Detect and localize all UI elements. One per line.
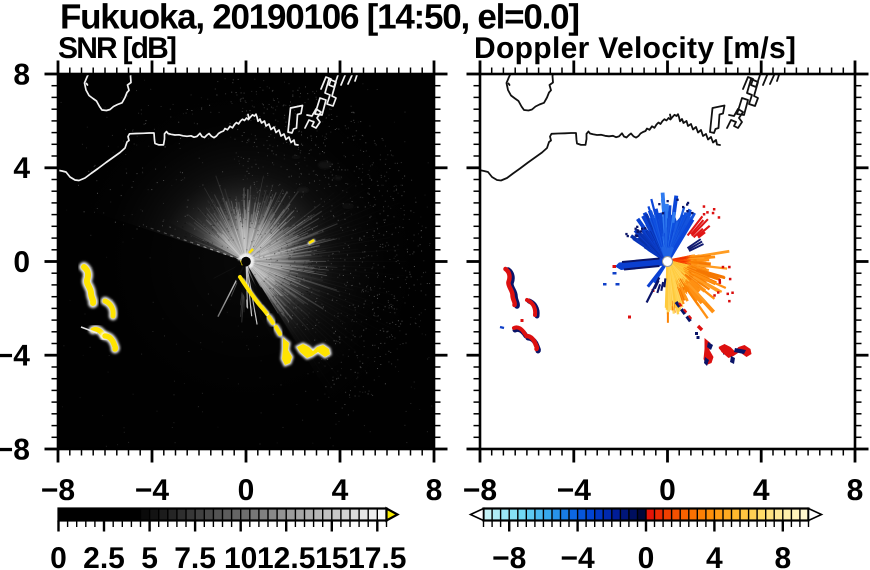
svg-text:0: 0 xyxy=(659,474,676,507)
svg-text:0: 0 xyxy=(50,542,67,570)
svg-text:−8: −8 xyxy=(41,474,75,507)
svg-text:7.5: 7.5 xyxy=(174,542,216,570)
svg-text:4: 4 xyxy=(753,474,770,507)
svg-text:4: 4 xyxy=(332,474,349,507)
svg-text:0: 0 xyxy=(238,474,255,507)
svg-text:10: 10 xyxy=(224,542,257,570)
svg-text:−8: −8 xyxy=(492,542,526,570)
svg-text:8: 8 xyxy=(426,474,443,507)
svg-text:−4: −4 xyxy=(560,542,595,570)
svg-text:2.5: 2.5 xyxy=(83,542,125,570)
svg-text:12.5: 12.5 xyxy=(257,542,315,570)
svg-text:15: 15 xyxy=(315,542,348,570)
svg-text:0: 0 xyxy=(638,542,655,570)
svg-text:4: 4 xyxy=(706,542,723,570)
svg-text:−4: −4 xyxy=(135,474,170,507)
svg-text:5: 5 xyxy=(141,542,158,570)
svg-text:Fukuoka, 20190106 [14:50, el=0: Fukuoka, 20190106 [14:50, el=0.0] xyxy=(60,0,580,37)
svg-text:17.5: 17.5 xyxy=(348,542,406,570)
svg-text:−4: −4 xyxy=(557,474,592,507)
svg-text:0: 0 xyxy=(13,246,30,279)
svg-text:8: 8 xyxy=(13,58,30,91)
svg-text:−8: −8 xyxy=(463,474,497,507)
svg-text:4: 4 xyxy=(13,152,30,185)
svg-text:−8: −8 xyxy=(0,433,30,466)
svg-text:Doppler Velocity [m/s]: Doppler Velocity [m/s] xyxy=(474,32,796,65)
svg-text:−4: −4 xyxy=(0,340,30,373)
svg-text:8: 8 xyxy=(774,542,791,570)
svg-text:8: 8 xyxy=(847,474,864,507)
svg-text:SNR [dB]: SNR [dB] xyxy=(58,32,177,65)
